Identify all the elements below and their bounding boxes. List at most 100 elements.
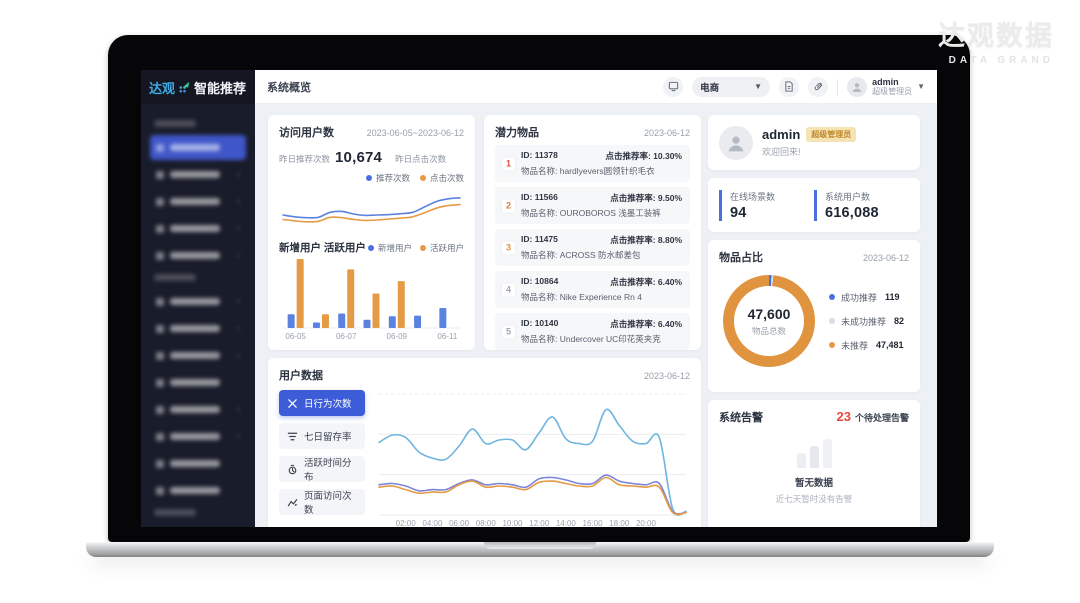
list-item[interactable]: 1 ID: 11378 点击推荐率: 10.30% 物品名称: hardlyeve… (495, 145, 690, 182)
list-item[interactable]: 3 ID: 11475 点击推荐率: 8.80% 物品名称: ACROSS 防水邮… (495, 229, 690, 266)
breadcrumb: 系统概览 (267, 81, 311, 94)
behavior-icon (288, 398, 297, 408)
user-menu[interactable]: admin 超级管理员 ▼ (847, 76, 925, 97)
sidebar-item[interactable]: › (150, 189, 246, 214)
sidebar-item-active[interactable] (150, 135, 246, 160)
svg-text:06-05: 06-05 (285, 332, 306, 341)
nav-section-label (154, 509, 196, 516)
greeting-text: 欢迎回来! (762, 147, 801, 157)
potential-items-card: 潜力物品 2023-06-12 1 ID: 11378 点击推荐率: 10.30%… (484, 115, 701, 350)
legend-label: 成功推荐 (841, 292, 878, 303)
document-icon[interactable] (779, 76, 800, 97)
tab-page-visits[interactable]: 页面访问次数 (279, 489, 365, 516)
stat-label: 在线场景数 (730, 191, 776, 202)
legend-dot-blue (367, 244, 374, 251)
legend-label: 活跃用户 (429, 242, 464, 253)
item-rate: 点击推荐率: 9.50% (610, 193, 682, 203)
sidebar: 达观 智能推荐 › › › › › › › › (141, 70, 255, 527)
visit-users-card: 访问用户数 2023-06-05~2023-06-12 昨日推荐次数 10,67… (268, 115, 475, 350)
chevron-down-icon: ▼ (917, 82, 925, 91)
list-item[interactable]: 5 ID: 10140 点击推荐率: 6.40% 物品名称: Undercover… (495, 313, 690, 350)
legend-value: 82 (894, 316, 905, 326)
legend-label: 推荐次数 (375, 173, 410, 183)
date: 2023-06-12 (862, 253, 909, 263)
legend-dot-gray (829, 318, 835, 324)
sidebar-item[interactable]: › (150, 316, 246, 341)
list-item[interactable]: 4 ID: 10864 点击推荐率: 6.40% 物品名称: Nike Exper… (495, 271, 690, 308)
welcome-user-name: admin (762, 127, 801, 142)
svg-text:02:00: 02:00 (396, 519, 417, 527)
sidebar-item[interactable] (150, 451, 246, 476)
item-name: 物品名称: OUROBOROS 浅墨工装裤 (521, 208, 661, 218)
user-role: 超级管理员 (872, 87, 913, 96)
rank-badge: 5 (502, 325, 515, 338)
bar-legend: 新增用户 活跃用户 (367, 242, 464, 254)
tab-label: 页面访问次数 (304, 491, 352, 516)
donut-total-value: 47,600 (747, 305, 791, 322)
sidebar-item[interactable]: › (150, 397, 246, 422)
scene-select-value: 电商 (700, 82, 720, 94)
sidebar-item[interactable]: › (150, 424, 246, 449)
item-rate: 点击推荐率: 6.40% (610, 319, 682, 329)
item-id: ID: 11378 (521, 150, 558, 160)
date: 2023-06-12 (643, 128, 690, 138)
logo-brand-text: 达观 (149, 80, 176, 96)
laptop-base (86, 542, 994, 557)
link-icon[interactable] (808, 76, 829, 97)
sidebar-item[interactable]: › (150, 289, 246, 314)
user-name: admin (872, 77, 899, 87)
welcome-card: admin 超级管理员 欢迎回来! (708, 115, 920, 170)
logo-product-text: 智能推荐 (194, 80, 247, 96)
line-legend: 推荐次数 点击次数 (279, 172, 464, 184)
card-title: 用户数据 (279, 370, 323, 382)
legend-label: 新增用户 (377, 242, 412, 253)
sidebar-item[interactable]: › (150, 162, 246, 187)
watermark-cn: 达观数据 (938, 21, 1054, 51)
nav-section-label (154, 274, 196, 281)
svg-text:10:00: 10:00 (502, 519, 523, 527)
svg-text:12:00: 12:00 (529, 519, 550, 527)
item-name: 物品名称: hardlyevers圆领针织毛衣 (521, 166, 655, 176)
svg-text:08:00: 08:00 (476, 519, 497, 527)
tab-active-time[interactable]: 活跃时间分布 (279, 456, 365, 483)
nav-section-label (154, 120, 196, 127)
rank-badge: 1 (502, 157, 515, 170)
new-active-users-chart: 06-05 06-07 06-09 06-11 (283, 259, 460, 341)
scene-grid-icon[interactable] (663, 76, 684, 97)
scene-select-dropdown[interactable]: 电商 ▼ (692, 76, 771, 97)
legend-dot-orange (419, 244, 426, 251)
donut-chart: 47,600 物品总数 (723, 275, 815, 367)
svg-text:18:00: 18:00 (609, 519, 630, 527)
item-rate: 点击推荐率: 6.40% (610, 277, 682, 287)
sidebar-item[interactable] (150, 370, 246, 395)
legend-dot-blue (829, 294, 835, 300)
empty-state: 暂无数据 近七天暂时没有告警 (719, 438, 909, 505)
role-badge: 超级管理员 (806, 127, 857, 142)
list-item[interactable]: 2 ID: 11566 点击推荐率: 9.50% 物品名称: OUROBOROS … (495, 187, 690, 224)
svg-text:04:00: 04:00 (422, 519, 443, 527)
sidebar-item[interactable]: › (150, 243, 246, 268)
stat-value: 10,674 (335, 149, 383, 166)
tab-daily-behavior[interactable]: 日行为次数 (279, 390, 365, 416)
sidebar-nav-blurred: › › › › › › › › › (141, 104, 255, 516)
card-title: 潜力物品 (495, 127, 539, 139)
tab-retention[interactable]: 七日留存率 (279, 423, 365, 449)
system-alerts-card: 系统告警 23 个待处理告警 暂无数据 近七天暂时没有告警 (708, 400, 920, 527)
item-id: ID: 10864 (521, 276, 559, 286)
tab-label: 日行为次数 (304, 399, 352, 410)
date-range: 2023-06-05~2023-06-12 (366, 128, 464, 138)
dashboard-display: 达观 智能推荐 › › › › › › › › (141, 70, 937, 527)
sub-chart-title: 新增用户 活跃用户 (279, 242, 366, 254)
sidebar-item[interactable]: › (150, 216, 246, 241)
item-share-card: 物品占比 2023-06-12 47,600 物品总数 成 (708, 240, 920, 392)
stat-label: 系统用户数 (825, 191, 871, 202)
svg-text:06-11: 06-11 (437, 332, 457, 341)
system-stats-card: 在线场景数 94 系统用户数 616,088 (708, 178, 920, 232)
svg-text:06-07: 06-07 (336, 332, 357, 341)
watermark-en: DATA GRAND (948, 55, 1054, 66)
sidebar-item[interactable] (150, 478, 246, 503)
legend-dot-orange (829, 342, 835, 348)
topbar: 系统概览 电商 ▼ (255, 70, 937, 104)
sidebar-item[interactable]: › (150, 343, 246, 368)
stat-label: 昨日推荐次数 (279, 154, 331, 164)
